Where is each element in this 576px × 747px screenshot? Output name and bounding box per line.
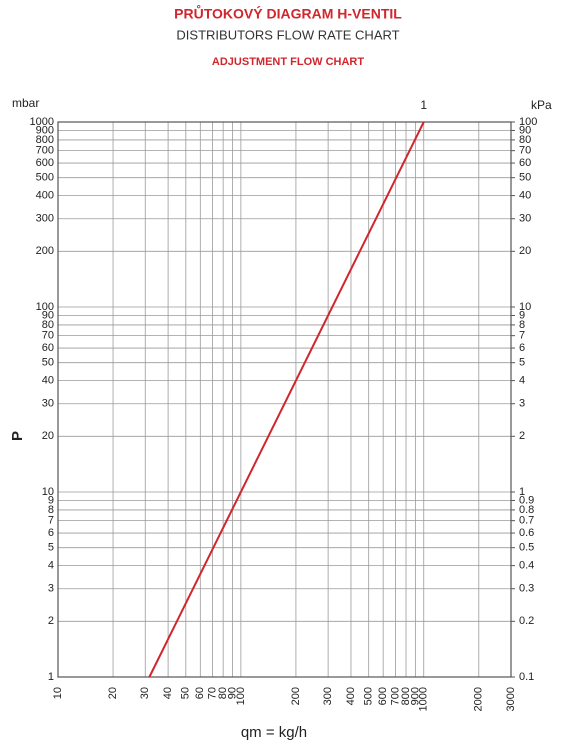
y-tick-label: 5: [48, 542, 54, 554]
x-tick-label: 50: [180, 687, 192, 699]
y2-tick-label: 2: [519, 430, 525, 442]
y2-tick-label: 0.9: [519, 494, 534, 506]
y-tick-label: 30: [42, 398, 54, 410]
y2-tick-label: 0.8: [519, 504, 534, 516]
y-tick-label: 8: [48, 504, 54, 516]
x-tick-label: 300: [322, 687, 334, 705]
y-tick-label: 800: [36, 134, 54, 146]
x-tick-label: 3000: [505, 687, 517, 711]
y2-tick-label: 7: [519, 330, 525, 342]
y-tick-label: 9: [48, 494, 54, 506]
x-tick-label: 600: [377, 687, 389, 705]
series-label: 1: [420, 98, 427, 112]
x-tick-label: 900: [409, 687, 421, 705]
y-tick-label: 900: [36, 124, 54, 136]
y2-tick-label: 5: [519, 357, 525, 369]
y-tick-label: 80: [42, 319, 54, 331]
y2-tick-label: 70: [519, 145, 531, 157]
x-tick-label: 10: [52, 687, 64, 699]
y2-tick-label: 0.5: [519, 542, 534, 554]
x-tick-label: 90: [226, 687, 238, 699]
y2-tick-label: 100: [519, 116, 537, 128]
y2-tick-label: 40: [519, 190, 531, 202]
y-axis-title: P: [9, 431, 26, 441]
y2-tick-label: 90: [519, 124, 531, 136]
y2-tick-label: 8: [519, 319, 525, 331]
y-tick-label: 500: [36, 172, 54, 184]
x-tick-label: 800: [400, 687, 412, 705]
x-tick-label: 700: [389, 687, 401, 705]
y2-tick-label: 60: [519, 157, 531, 169]
x-tick-label: 40: [162, 687, 174, 699]
y-tick-label: 60: [42, 342, 54, 354]
y2-tick-label: 10: [519, 301, 531, 313]
y-tick-label: 4: [48, 560, 54, 572]
y-tick-label: 7: [48, 515, 54, 527]
y2-tick-label: 0.7: [519, 515, 534, 527]
y-tick-label: 600: [36, 157, 54, 169]
y2-tick-label: 30: [519, 213, 531, 225]
x-axis-title: qm = kg/h: [241, 724, 307, 741]
y-tick-label: 1: [48, 671, 54, 683]
x-tick-label: 60: [194, 687, 206, 699]
y-tick-label: 20: [42, 430, 54, 442]
x-tick-label: 70: [206, 687, 218, 699]
x-tick-label: 1000: [418, 687, 430, 711]
y-tick-label: 400: [36, 190, 54, 202]
y-tick-label: 3: [48, 583, 54, 595]
y-tick-label: 90: [42, 309, 54, 321]
x-tick-label: 30: [139, 687, 151, 699]
y2-tick-label: 9: [519, 309, 525, 321]
y-tick-label: 50: [42, 357, 54, 369]
x-tick-label: 400: [345, 687, 357, 705]
y2-tick-label: 20: [519, 245, 531, 257]
y2-tick-label: 1: [519, 486, 525, 498]
y2-tick-label: 0.2: [519, 615, 534, 627]
y-tick-label: 700: [36, 145, 54, 157]
annotation: ADJUSTMENT FLOW CHART: [212, 56, 364, 68]
y-tick-label: 40: [42, 375, 54, 387]
y2-tick-label: 4: [519, 375, 525, 387]
y2-tick-label: 0.1: [519, 671, 534, 683]
y-tick-label: 300: [36, 213, 54, 225]
y-tick-label: 100: [36, 301, 54, 313]
x-tick-label: 500: [363, 687, 375, 705]
x-tick-label: 20: [107, 687, 119, 699]
y2-tick-label: 0.6: [519, 527, 534, 539]
plot-frame: [57, 121, 512, 678]
y2-tick-label: 0.3: [519, 583, 534, 595]
y-tick-label: 70: [42, 330, 54, 342]
y-tick-label: 200: [36, 245, 54, 257]
y2-tick-label: 6: [519, 342, 525, 354]
y-tick-label: 1000: [30, 116, 54, 128]
x-tick-label: 200: [290, 687, 302, 705]
y-tick-label: 2: [48, 615, 54, 627]
y2-tick-label: 50: [519, 172, 531, 184]
y2-tick-label: 0.4: [519, 560, 534, 572]
y-unit: mbar: [12, 96, 39, 110]
y-tick-label: 6: [48, 527, 54, 539]
x-tick-label: 100: [235, 687, 247, 705]
y2-tick-label: 80: [519, 134, 531, 146]
y-tick-label: 10: [42, 486, 54, 498]
series-line: [148, 121, 425, 678]
y2-tick-label: 3: [519, 398, 525, 410]
chart-title: PRŮTOKOVÝ DIAGRAM H-VENTIL: [174, 4, 402, 22]
x-tick-label: 2000: [473, 687, 485, 711]
y2-unit: kPa: [531, 98, 552, 112]
x-tick-label: 80: [217, 687, 229, 699]
chart-subtitle: DISTRIBUTORS FLOW RATE CHART: [176, 27, 399, 42]
